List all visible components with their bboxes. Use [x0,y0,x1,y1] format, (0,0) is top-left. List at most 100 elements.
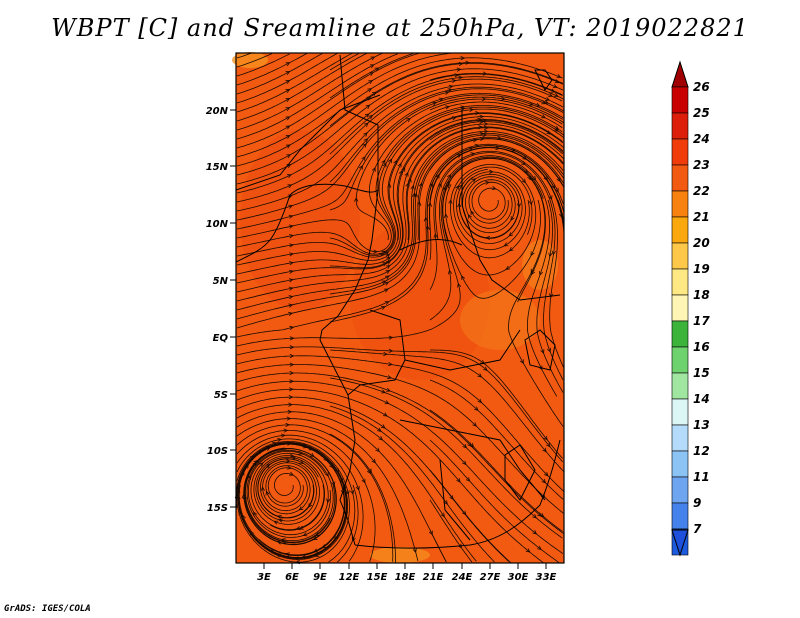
colorbar-label: 19 [693,262,710,276]
streamline-arrow [382,162,387,168]
border-drc [404,329,521,371]
streamline [236,116,564,275]
streamline [243,448,337,546]
colorbar-label: 24 [693,132,710,146]
streamline-arrow [540,349,545,355]
streamline [429,147,565,261]
streamline [236,434,364,562]
colorbar-label: 13 [693,418,710,432]
streamline-arrow [371,166,376,172]
streamline-arrow [381,280,387,285]
streamline [236,52,338,104]
streamline-arrow [388,335,394,340]
streamline [236,52,453,158]
streamline-arrow [287,174,292,179]
streamline-arrow [460,56,466,61]
field-patch [240,130,360,310]
streamline-arrow [467,213,472,219]
streamline-arrow [489,169,494,174]
streamline-arrow [479,131,485,136]
streamline [248,450,329,536]
border-north [339,54,379,190]
streamline-arrow [289,243,295,248]
streamline-arrow [289,453,295,458]
streamline-arrow [354,197,359,202]
streamline-arrow [510,147,516,152]
streamline-arrow [546,442,551,448]
streamline-arrow [240,470,245,476]
border-sahel [235,94,381,191]
streamline-arrow [495,145,501,151]
streamline-arrow [551,250,556,256]
streamline-arrow [528,200,533,206]
streamline-arrow [288,295,294,300]
lat-axis: 20N 15N 10N 5N EQ 5S 10S 15S [206,106,236,514]
streamline [236,112,563,266]
streamline [453,166,533,251]
streamline-arrow [548,93,554,97]
colorbar-label: 15 [693,366,710,380]
streamline-arrow [362,143,367,148]
streamline-arrow [289,353,295,359]
colorbar-box [671,242,689,270]
lat-label: 5S [214,390,228,401]
streamline-arrow [451,116,457,121]
streamline-arrow [456,67,462,72]
colorbar-box [671,138,689,166]
streamline-arrow [384,281,390,286]
streamline-arrow [438,97,444,102]
streamline-arrow [285,422,291,427]
streamline-arrow [474,406,479,412]
field-patch [460,290,540,350]
streamline [236,78,563,203]
border-central [319,189,379,341]
streamline-arrow [477,398,483,404]
streamline-arrow [285,62,291,67]
streamline-arrow [369,64,375,69]
lon-label: 12E [339,572,360,583]
chart-title: WBPT [C] and Sreamline at 250hPa, VT: 20… [51,14,749,42]
streamline-arrow [280,433,286,438]
border-congo [347,309,406,396]
streamline-arrow [384,400,390,405]
streamline [236,57,563,167]
streamline-arrow [530,268,535,274]
streamline-arrow [385,253,391,258]
streamline [536,199,564,393]
streamline-arrow [385,264,391,270]
colorbar-label: 16 [693,340,710,354]
streamline-arrow [508,247,514,252]
streamline-arrow [482,71,488,76]
streamline [236,63,564,176]
streamline-arrow [387,183,392,188]
streamline-arrow [455,184,460,190]
streamline-arrow [288,278,294,283]
streamline-arrow [531,176,537,181]
border-namibia [439,459,471,541]
streamline [236,53,273,68]
coast-red-sea [534,69,553,91]
streamline [236,105,563,255]
streamline-arrow [249,455,255,460]
streamline-arrow [387,361,393,367]
streamline [238,443,347,558]
streamlines [234,52,565,565]
streamline-arrow [410,184,415,190]
streamline-arrow [445,180,450,186]
streamline-arrow [384,275,390,280]
streamline-arrow [281,539,287,544]
streamline-arrow [418,182,423,188]
streamline [236,52,368,122]
colorbar-box [671,476,689,504]
streamline-arrow [285,107,291,112]
streamline [329,133,565,295]
streamline-arrow [376,427,382,432]
streamline-arrow [458,75,464,80]
streamline-arrow [505,265,511,270]
streamline [417,136,564,241]
streamline-arrow [289,252,295,257]
streamline-arrow [547,347,551,353]
streamline [442,157,546,303]
streamline-arrow [485,235,491,241]
